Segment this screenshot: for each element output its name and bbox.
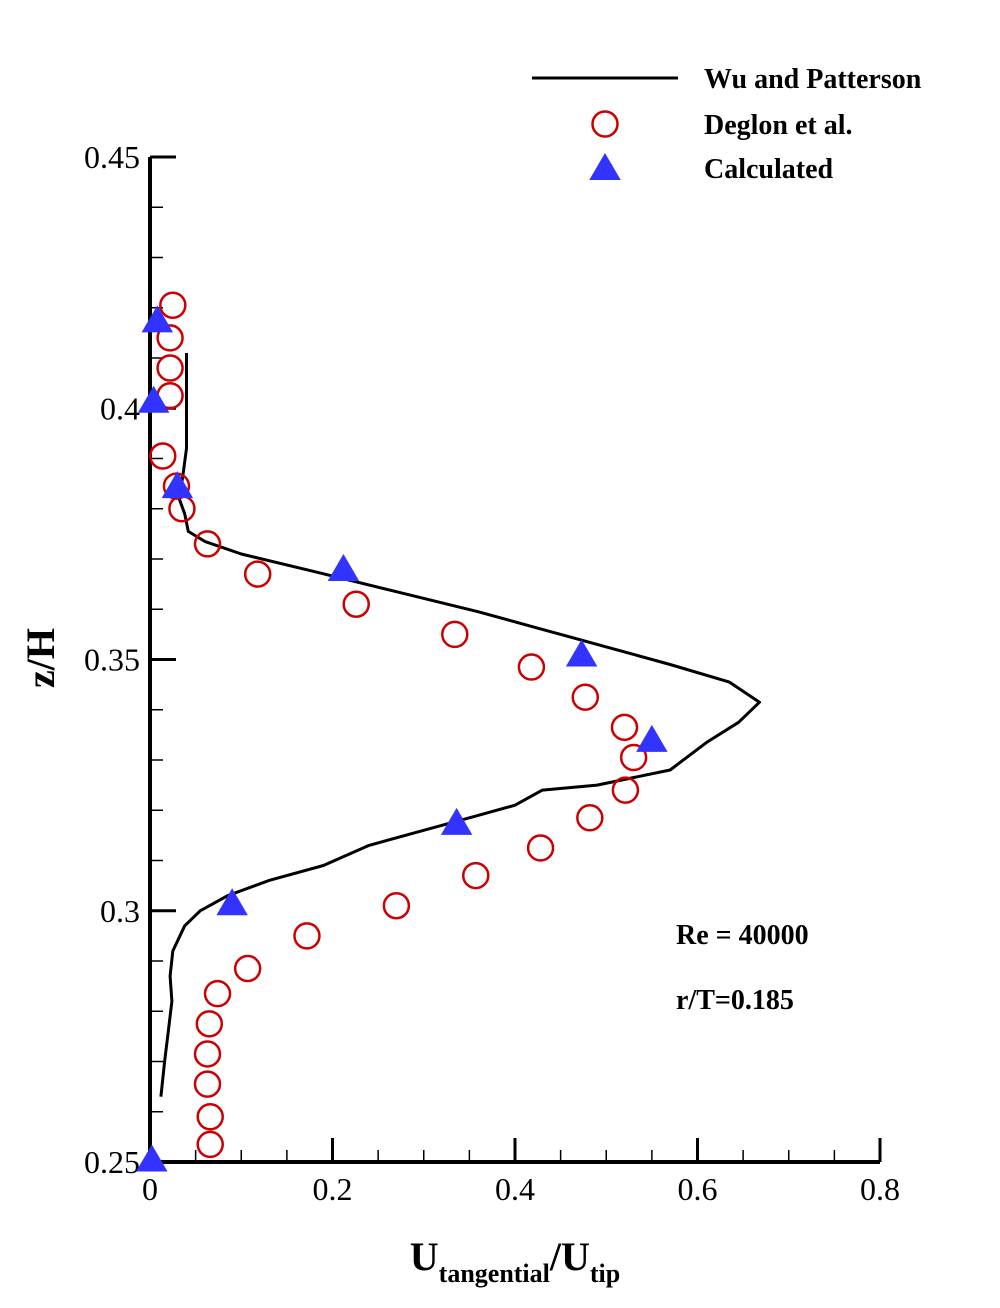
series-deglon-et-al	[149, 291, 648, 1159]
data-point-triangle	[161, 471, 194, 499]
data-point-circle	[619, 743, 648, 772]
data-point-triangle	[440, 807, 473, 835]
data-point-triangle	[137, 385, 170, 413]
data-point-circle	[233, 954, 262, 983]
x-tick-label: 0.6	[678, 1171, 718, 1207]
data-point-circle	[462, 861, 490, 890]
data-point-triangle	[136, 1144, 168, 1172]
data-point-circle	[149, 442, 177, 470]
legend-label: Calculated	[704, 154, 834, 185]
legend-triangle-marker	[589, 153, 621, 180]
data-point-circle	[441, 620, 469, 649]
annotation-radius-ratio: r/T=0.185	[676, 985, 794, 1016]
data-point-circle	[576, 804, 604, 832]
data-point-triangle	[636, 724, 668, 752]
legend-label: Wu and Patterson	[704, 64, 922, 95]
data-point-triangle	[216, 888, 248, 916]
tick-labels: 0 0.2 0.4 0.6 0.8 0.25 0.3 0.35 0.4 0.45	[84, 139, 900, 1207]
data-point-circle	[193, 1040, 222, 1068]
x-axis-label-sub1: tangential	[439, 1259, 550, 1288]
data-point-circle	[243, 560, 272, 588]
y-tick-label: 0.35	[84, 642, 140, 678]
x-tick-label: 0.4	[495, 1171, 535, 1207]
annotation-reynolds: Re = 40000	[676, 920, 809, 951]
axis-ticks	[148, 155, 882, 1164]
x-tick-label: 0	[142, 1171, 158, 1207]
data-point-circle	[610, 713, 639, 742]
data-point-circle	[156, 324, 184, 352]
series-line	[159, 353, 761, 1097]
data-point-circle	[196, 1103, 224, 1131]
data-point-circle	[193, 530, 222, 558]
data-point-circle	[526, 834, 555, 862]
data-point-circle	[571, 683, 600, 711]
data-point-triangle	[141, 305, 174, 333]
data-point-circle	[517, 653, 546, 681]
series-calculated	[136, 305, 668, 1172]
y-tick-label: 0.3	[100, 893, 140, 929]
data-point-circle	[195, 1010, 224, 1038]
data-point-circle	[342, 590, 370, 618]
x-axis-label: Utangential/Utip	[410, 1234, 620, 1288]
legend-label: Deglon et al.	[704, 110, 853, 141]
data-point-circle	[196, 1130, 224, 1159]
data-point-triangle	[327, 554, 360, 582]
y-tick-label: 0.25	[84, 1144, 140, 1180]
data-point-circle	[203, 979, 232, 1008]
x-axis-label-sub2: tip	[590, 1259, 620, 1288]
data-point-circle	[193, 1070, 222, 1098]
x-tick-label: 0.2	[313, 1171, 353, 1207]
data-point-circle	[159, 291, 187, 319]
y-axis-label: z/H	[18, 628, 63, 688]
series-wu-and-patterson	[159, 353, 761, 1097]
data-point-circle	[156, 354, 184, 382]
data-point-circle	[382, 891, 411, 920]
legend: Wu and Patterson Deglon et al. Calculated	[532, 64, 922, 185]
data-point-triangle	[565, 639, 598, 667]
data-point-circle	[611, 776, 640, 804]
x-axis-label-sep: /U	[549, 1234, 590, 1279]
x-axis-label-main: U	[410, 1234, 439, 1279]
data-point-circle	[293, 922, 321, 950]
y-tick-label: 0.45	[84, 139, 140, 175]
legend-circle-marker	[591, 110, 619, 138]
y-tick-label: 0.4	[100, 390, 140, 426]
series-layer	[136, 291, 761, 1172]
x-tick-label: 0.8	[860, 1171, 900, 1207]
